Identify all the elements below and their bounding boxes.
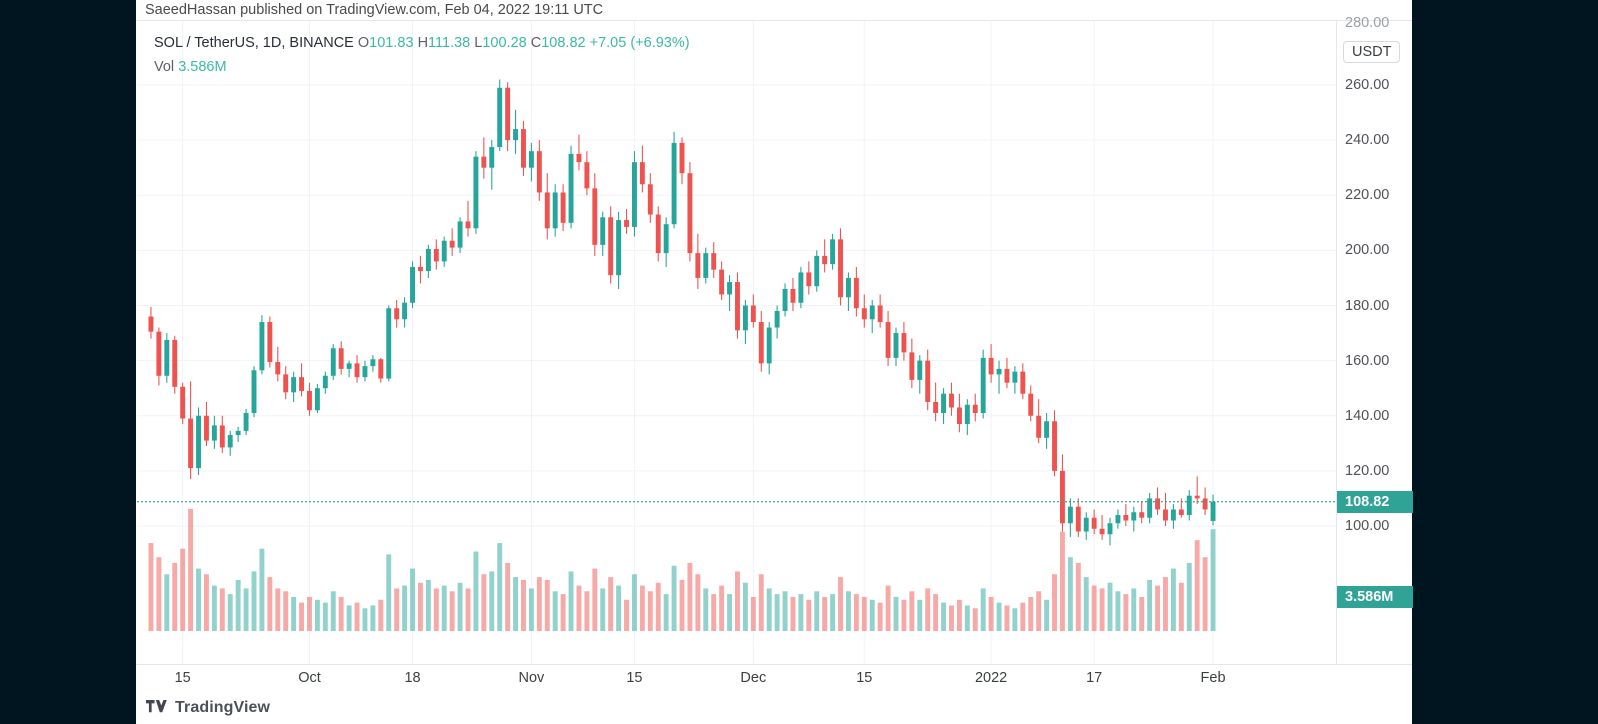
price-plot-area[interactable] <box>137 21 1336 664</box>
time-tick: Oct <box>298 670 321 686</box>
tradingview-brand-text: TradingView <box>175 699 271 716</box>
chart-footer: TradingView <box>136 696 1412 724</box>
candlestick-series <box>137 79 1336 631</box>
tradingview-logo-icon <box>146 700 167 713</box>
time-tick: Dec <box>740 670 767 686</box>
chart-pane: SOL / TetherUS, 1D, BINANCE O101.83 H111… <box>136 15 1413 664</box>
price-tick: 220.00 <box>1345 187 1390 204</box>
price-tick: 160.00 <box>1345 352 1390 369</box>
time-tick: Feb <box>1200 670 1226 686</box>
time-tick: 2022 <box>974 670 1008 686</box>
volume-badge[interactable]: 3.586M <box>1337 586 1413 608</box>
price-axis[interactable]: 280.00 USDT 260.00 240.00 220.00 200.00 180.… <box>1336 15 1413 664</box>
price-tick: 140.00 <box>1345 407 1390 424</box>
price-tick: 180.00 <box>1345 297 1390 314</box>
time-tick: 15 <box>174 670 191 686</box>
time-tick: 17 <box>1086 670 1103 686</box>
current-price-badge[interactable]: 108.82 <box>1337 490 1413 513</box>
time-tick: 15 <box>856 670 873 686</box>
price-tick: 200.00 <box>1345 242 1390 259</box>
price-tick-clipped: 280.00 <box>1345 15 1390 31</box>
price-tick: 120.00 <box>1345 462 1390 479</box>
time-tick: 18 <box>404 670 421 686</box>
price-tick: 240.00 <box>1345 132 1390 149</box>
tradingview-chart-card: SaeedHassan published on TradingView.com… <box>136 0 1413 724</box>
time-tick: Nov <box>518 670 545 686</box>
tradingview-logo[interactable]: TradingView <box>146 699 270 717</box>
attribution-text: SaeedHassan published on TradingView.com… <box>136 0 1412 20</box>
price-tick: 260.00 <box>1345 77 1390 93</box>
time-tick: 15 <box>626 670 643 686</box>
currency-badge[interactable]: USDT <box>1343 41 1401 63</box>
price-tick: 100.00 <box>1345 518 1390 534</box>
time-axis[interactable]: 15 Oct 18 Nov 15 Dec 15 2022 17 Feb <box>136 664 1412 696</box>
